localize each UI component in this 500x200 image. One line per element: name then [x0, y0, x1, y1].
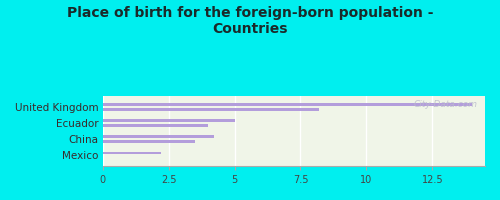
Bar: [103, 140, 195, 143]
Bar: [103, 135, 214, 138]
Bar: [103, 108, 319, 111]
Bar: [103, 103, 472, 106]
Bar: [103, 152, 161, 154]
Text: City-Data.com: City-Data.com: [414, 100, 478, 109]
Bar: [103, 124, 208, 127]
Bar: [103, 119, 234, 122]
Text: Place of birth for the foreign-born population -
Countries: Place of birth for the foreign-born popu…: [67, 6, 433, 36]
